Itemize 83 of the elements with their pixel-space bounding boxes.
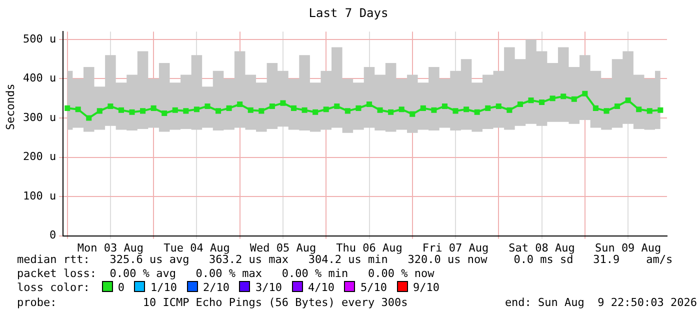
point bbox=[172, 107, 178, 113]
point bbox=[75, 106, 81, 112]
x-tick-label: Mon 03 Aug bbox=[77, 241, 144, 254]
text: loss color: bbox=[17, 281, 90, 294]
point bbox=[312, 109, 318, 115]
point bbox=[108, 103, 114, 109]
point bbox=[528, 98, 534, 104]
point bbox=[290, 105, 297, 111]
point bbox=[226, 105, 232, 111]
y-tick-label: 0 bbox=[49, 228, 56, 242]
point bbox=[636, 106, 642, 112]
point bbox=[452, 108, 458, 114]
point bbox=[64, 105, 70, 111]
y-tick-label: 100 u bbox=[22, 189, 56, 202]
point bbox=[571, 96, 577, 102]
x-tick-label: Sun 09 Aug bbox=[594, 241, 662, 254]
point bbox=[464, 106, 470, 112]
y-tick-label: 200 u bbox=[22, 150, 56, 164]
point bbox=[140, 108, 146, 114]
text: 2/10 bbox=[202, 281, 230, 294]
point bbox=[582, 90, 588, 96]
point bbox=[485, 105, 491, 111]
y-tick-label: 300 u bbox=[22, 110, 56, 124]
point bbox=[366, 101, 372, 108]
point bbox=[194, 106, 200, 112]
point bbox=[517, 101, 523, 108]
chart-title: Last 7 Days bbox=[308, 6, 390, 20]
point bbox=[420, 105, 426, 111]
point bbox=[560, 94, 566, 100]
point bbox=[344, 108, 350, 114]
text: packet loss: 0.00 % avg 0.00 % max 0.00 % min 0.00 % now bbox=[17, 267, 434, 281]
point bbox=[388, 109, 394, 115]
point bbox=[356, 105, 362, 111]
point bbox=[550, 96, 556, 102]
text: 9/10 bbox=[412, 281, 440, 294]
point bbox=[183, 108, 189, 114]
x-tick-label: Tue 04 Aug bbox=[164, 241, 230, 254]
text: probe: 10 ICMP Echo Pings (56 Bytes) every 300s bbox=[17, 296, 408, 309]
point bbox=[506, 107, 512, 113]
point bbox=[474, 109, 480, 115]
text: median rtt: 325.6 us avg 363.2 us max 304.2 us min 320.0 us now 0.0 ms sd 31.9 am/s bbox=[17, 253, 673, 267]
point bbox=[646, 108, 652, 114]
text: end: Sun Aug 9 22:50:03 2026 bbox=[504, 296, 697, 310]
point bbox=[658, 107, 664, 113]
text: 0 bbox=[118, 281, 124, 294]
point bbox=[323, 106, 329, 112]
point bbox=[614, 103, 620, 109]
x-tick-label: Thu 06 Aug bbox=[336, 241, 402, 254]
point bbox=[86, 115, 92, 121]
point bbox=[334, 103, 340, 109]
x-tick-label: Sat 08 Aug bbox=[508, 241, 575, 254]
point bbox=[410, 111, 416, 117]
point bbox=[118, 107, 124, 113]
point bbox=[496, 103, 502, 109]
y-axis-title: Seconds bbox=[4, 84, 17, 130]
point bbox=[237, 101, 243, 108]
point bbox=[625, 98, 631, 104]
point bbox=[442, 103, 448, 109]
y-tick-label: 400 u bbox=[22, 72, 56, 85]
point bbox=[96, 108, 102, 114]
text: 3/10 bbox=[255, 281, 282, 294]
text: 5/10 bbox=[360, 281, 387, 294]
text: 4/10 bbox=[308, 281, 334, 294]
point bbox=[604, 108, 610, 114]
point bbox=[592, 105, 598, 111]
point bbox=[216, 108, 222, 114]
x-tick-label: Fri 07 Aug bbox=[422, 241, 489, 254]
y-tick-label: 500 u bbox=[22, 32, 56, 46]
point bbox=[431, 107, 437, 113]
point bbox=[162, 110, 168, 116]
point bbox=[129, 109, 135, 115]
point bbox=[204, 103, 210, 109]
text: 1/10 bbox=[150, 281, 177, 294]
point bbox=[258, 108, 264, 114]
point bbox=[280, 100, 286, 106]
point bbox=[269, 103, 275, 109]
point bbox=[302, 107, 308, 113]
point bbox=[398, 106, 404, 112]
x-tick-label: Wed 05 Aug bbox=[250, 241, 316, 254]
point bbox=[539, 100, 545, 106]
point bbox=[150, 105, 156, 111]
point bbox=[377, 107, 383, 113]
point bbox=[248, 107, 254, 113]
